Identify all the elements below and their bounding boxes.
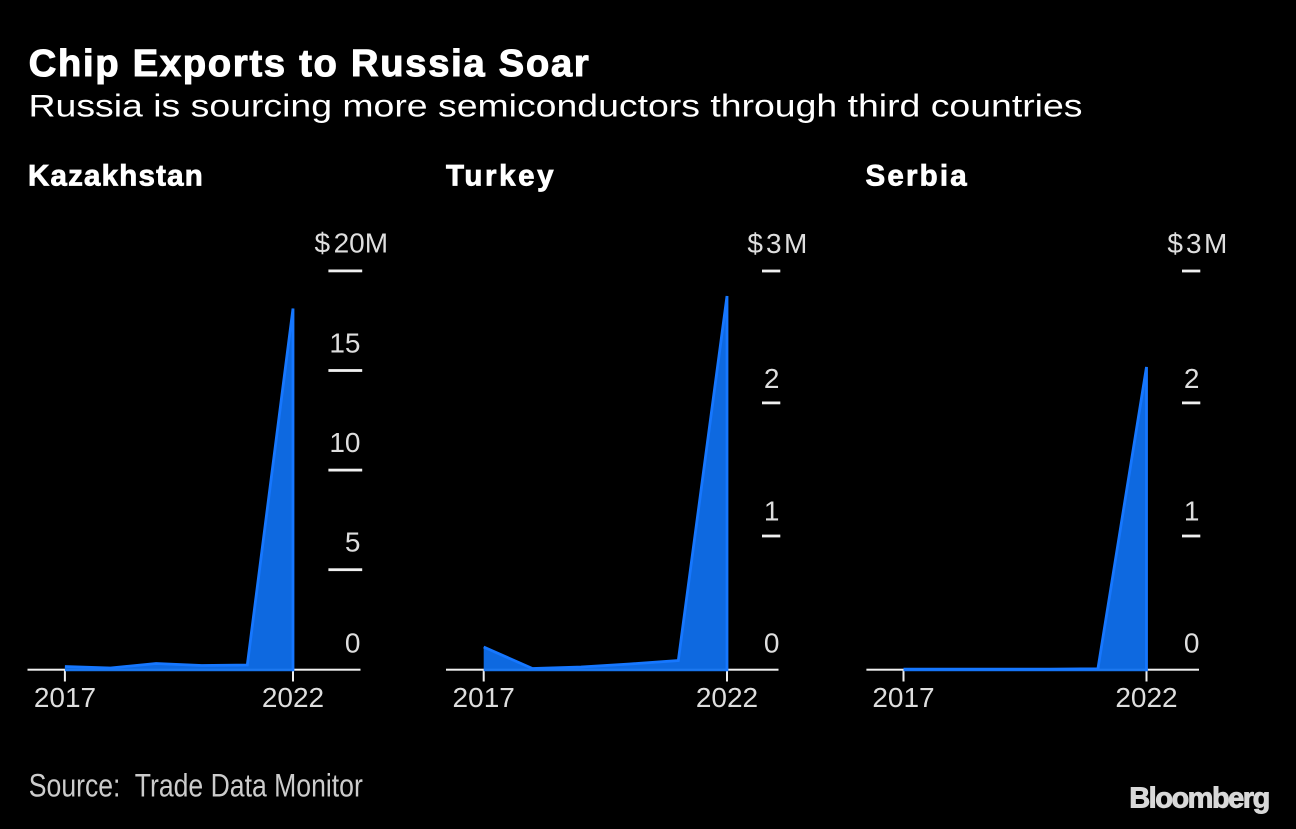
svg-text:1: 1 [1184, 495, 1200, 526]
svg-text:2022: 2022 [262, 682, 324, 713]
svg-text:Turkey: Turkey [446, 159, 556, 192]
svg-text:Chip Exports to Russia Soar: Chip Exports to Russia Soar [29, 43, 591, 85]
svg-text:$3M: $3M [747, 228, 807, 259]
svg-text:0: 0 [345, 627, 361, 658]
svg-text:2: 2 [1184, 363, 1200, 394]
svg-text:Serbia: Serbia [866, 159, 969, 192]
svg-text:0: 0 [764, 628, 780, 659]
svg-text:2017: 2017 [34, 682, 96, 713]
svg-text:5: 5 [345, 527, 361, 558]
svg-text:$3M: $3M [1167, 228, 1227, 259]
svg-text:2017: 2017 [453, 682, 515, 713]
svg-text:0: 0 [1184, 628, 1200, 659]
svg-text:Kazakhstan: Kazakhstan [28, 159, 204, 192]
svg-text:2017: 2017 [872, 682, 934, 713]
svg-text:15: 15 [329, 328, 360, 359]
svg-text:$20M: $20M [315, 228, 389, 259]
svg-text:Source: Trade Data Monitor: Source: Trade Data Monitor [29, 768, 363, 804]
svg-text:Bloomberg: Bloomberg [1129, 782, 1269, 814]
svg-text:2022: 2022 [696, 682, 758, 713]
svg-text:10: 10 [329, 427, 360, 458]
svg-text:2: 2 [764, 363, 780, 394]
svg-text:1: 1 [764, 495, 780, 526]
svg-text:Russia is sourcing more semico: Russia is sourcing more semiconductors t… [29, 88, 1083, 124]
svg-text:2022: 2022 [1115, 682, 1177, 713]
